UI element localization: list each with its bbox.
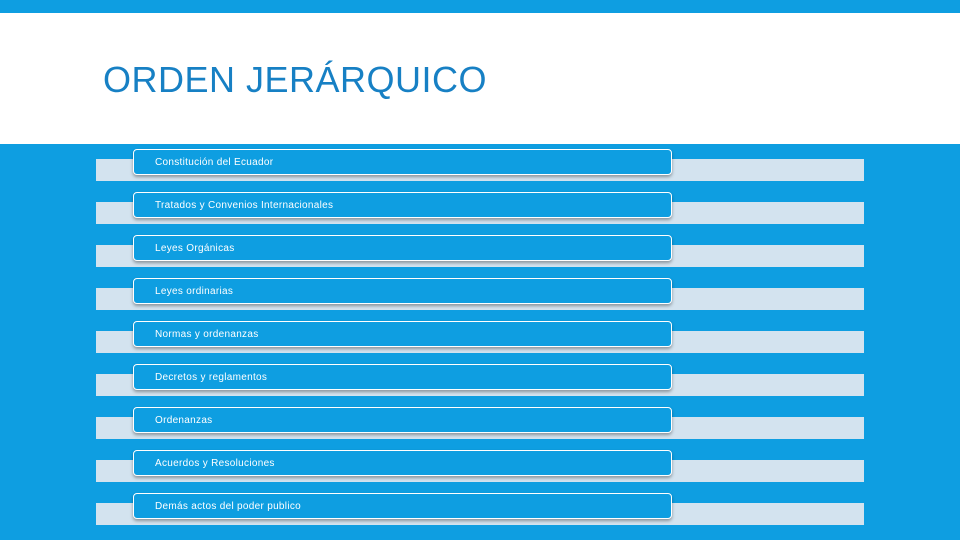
- hierarchy-box-5: Normas y ordenanzas: [133, 321, 672, 347]
- hierarchy-label-9: Demás actos del poder publico: [155, 500, 301, 512]
- hierarchy-label-1: Constitución del Ecuador: [155, 156, 274, 168]
- hierarchy-box-4: Leyes ordinarias: [133, 278, 672, 304]
- hierarchy-row-3: Leyes Orgánicas: [0, 230, 960, 273]
- hierarchy-row-4: Leyes ordinarias: [0, 273, 960, 316]
- hierarchy-label-7: Ordenanzas: [155, 414, 213, 426]
- hierarchy-label-2: Tratados y Convenios Internacionales: [155, 199, 334, 211]
- slide-title: ORDEN JERÁRQUICO: [103, 59, 488, 100]
- hierarchy-box-9: Demás actos del poder publico: [133, 493, 672, 519]
- hierarchy-box-6: Decretos y reglamentos: [133, 364, 672, 390]
- hierarchy-row-8: Acuerdos y Resoluciones: [0, 445, 960, 488]
- hierarchy-box-8: Acuerdos y Resoluciones: [133, 450, 672, 476]
- hierarchy-box-1: Constitución del Ecuador: [133, 149, 672, 175]
- hierarchy-row-1: Constitución del Ecuador: [0, 144, 960, 187]
- top-accent-strip: [0, 0, 960, 13]
- hierarchy-row-5: Normas y ordenanzas: [0, 316, 960, 359]
- hierarchy-label-6: Decretos y reglamentos: [155, 371, 268, 383]
- hierarchy-row-7: Ordenanzas: [0, 402, 960, 445]
- hierarchy-row-6: Decretos y reglamentos: [0, 359, 960, 402]
- hierarchy-box-7: Ordenanzas: [133, 407, 672, 433]
- hierarchy-label-5: Normas y ordenanzas: [155, 328, 259, 340]
- hierarchy-row-9: Demás actos del poder publico: [0, 488, 960, 531]
- hierarchy-label-8: Acuerdos y Resoluciones: [155, 457, 275, 469]
- hierarchy-box-2: Tratados y Convenios Internacionales: [133, 192, 672, 218]
- hierarchy-row-2: Tratados y Convenios Internacionales: [0, 187, 960, 230]
- hierarchy-label-4: Leyes ordinarias: [155, 285, 234, 297]
- hierarchy-label-3: Leyes Orgánicas: [155, 242, 235, 254]
- header-band: [0, 13, 960, 144]
- hierarchy-box-3: Leyes Orgánicas: [133, 235, 672, 261]
- hierarchy-diagram: Constitución del Ecuador Tratados y Conv…: [0, 144, 960, 540]
